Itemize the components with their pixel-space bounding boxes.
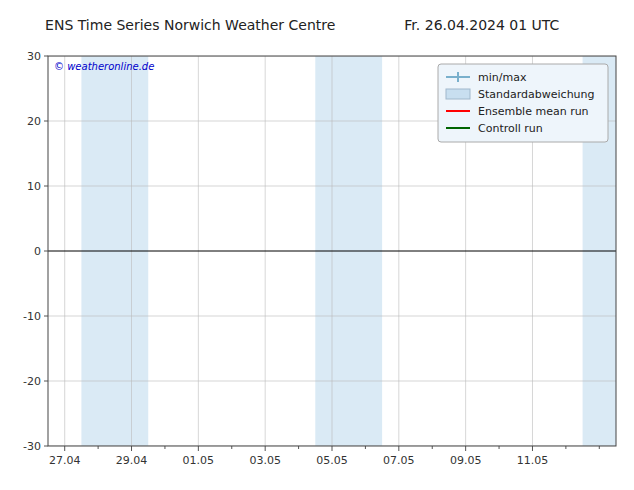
legend-label: min/max (478, 71, 527, 84)
tick-mark (532, 446, 533, 451)
legend-swatch (446, 89, 470, 99)
tick-label: 10 (27, 180, 41, 193)
tick-mark (44, 381, 48, 382)
tick-label: 30 (27, 50, 41, 63)
zero-line (48, 251, 616, 252)
tick-label: -30 (23, 440, 41, 453)
tick-mark (44, 121, 48, 122)
legend: min/max Standardabweichung Ensemble mean r… (438, 64, 608, 142)
tick-mark (465, 446, 466, 451)
tick-mark (198, 446, 199, 451)
chart: ENS Time Series Norwich Weather Centre Fr… (0, 0, 634, 490)
tick-label: 09.05 (450, 454, 482, 467)
tick-mark (44, 316, 48, 317)
tick-mark (131, 446, 132, 451)
tick-mark (44, 251, 48, 252)
plot-area (48, 56, 616, 446)
legend-label: Controll run (478, 122, 543, 135)
subtitle: Fr. 26.04.2024 01 UTC (404, 17, 559, 33)
title: ENS Time Series Norwich Weather Centre (45, 17, 335, 33)
legend-swatch (446, 110, 470, 112)
tick-mark (64, 446, 65, 451)
tick-label: 27.04 (49, 454, 81, 467)
legend-marker (457, 72, 459, 82)
tick-mark (265, 446, 266, 451)
legend-swatch (446, 127, 470, 129)
tick-label: 03.05 (249, 454, 281, 467)
tick-label: -10 (23, 310, 41, 323)
tick-label: 20 (27, 115, 41, 128)
watermark: © weatheronline.de (54, 61, 154, 72)
legend-box (438, 64, 608, 142)
tick-label: 29.04 (116, 454, 148, 467)
tick-label: 01.05 (183, 454, 215, 467)
legend-label: Standardabweichung (478, 88, 595, 101)
tick-mark (398, 446, 399, 451)
legend-label: Ensemble mean run (478, 105, 589, 118)
tick-label: 0 (34, 245, 41, 258)
tick-mark (44, 186, 48, 187)
plot-frame (48, 56, 616, 446)
tick-mark (44, 56, 48, 57)
tick-mark (44, 446, 48, 447)
tick-label: 11.05 (517, 454, 549, 467)
tick-label: 05.05 (316, 454, 348, 467)
tick-mark (332, 446, 333, 451)
tick-label: 07.05 (383, 454, 415, 467)
tick-label: -20 (23, 375, 41, 388)
